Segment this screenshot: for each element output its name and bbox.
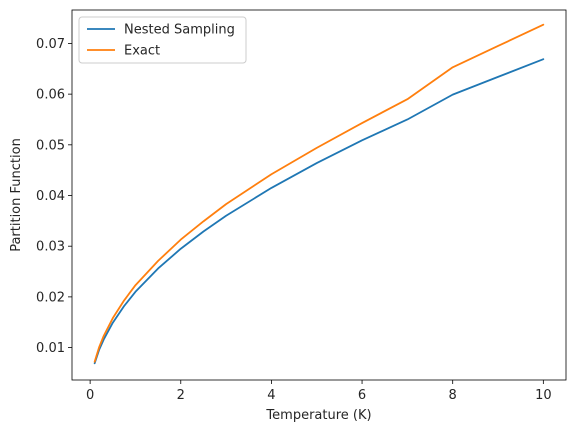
y-tick-label: 0.05 [36,138,65,153]
series-line-nested-sampling [93,58,545,365]
x-tick-label: 6 [358,388,366,403]
y-tick-label: 0.04 [36,189,65,204]
x-tick-label: 2 [177,388,185,403]
y-tick-label: 0.07 [36,37,65,52]
legend-label: Exact [124,44,160,59]
y-tick-label: 0.01 [36,341,65,356]
legend: Nested Sampling Exact [78,16,247,64]
x-tick-label: 0 [86,388,94,403]
plot-frame [71,9,567,381]
x-axis-label: Temperature (K) [265,408,371,423]
y-axis-label: Partition Function [9,138,24,252]
x-tick-label: 8 [449,388,457,403]
y-tick-label: 0.06 [36,88,65,103]
x-tick-label: 10 [535,388,552,403]
y-tick-label: 0.02 [36,290,65,305]
legend-box [78,16,247,64]
plot-area [72,10,566,380]
legend-label: Nested Sampling [124,23,235,38]
y-tick-label: 0.03 [36,240,65,255]
axes-layer: 0 2 4 6 8 10 0.01 0.02 0.03 0.04 0.05 0.06 0.07 [36,37,552,403]
series-layer [93,23,545,365]
series-line-exact [93,23,545,363]
x-tick-label: 4 [267,388,275,403]
